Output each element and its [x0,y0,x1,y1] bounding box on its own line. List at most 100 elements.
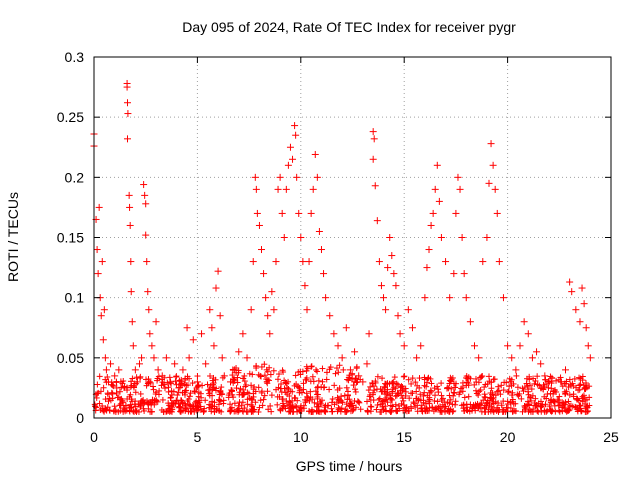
data-point [338,354,346,362]
baseline-point [411,400,418,407]
baseline-point [133,374,140,381]
baseline-point [488,379,495,386]
baseline-point [313,407,320,414]
baseline-point [336,362,343,369]
baseline-point [426,404,433,411]
baseline-point [182,375,189,382]
data-point [216,312,224,320]
baseline-point [334,408,341,415]
baseline-point [241,390,248,397]
baseline-point [507,399,514,406]
baseline-point [463,401,470,408]
y-tick-label: 0.05 [57,350,84,366]
baseline-point [477,404,484,411]
y-tick-label: 0.1 [65,290,85,306]
baseline-point [305,408,312,415]
baseline-point [515,392,522,399]
baseline-point [383,407,390,414]
baseline-point [477,386,484,393]
baseline-point [200,407,207,414]
baseline-point [343,384,350,391]
baseline-point [565,384,572,391]
baseline-point [506,383,513,390]
baseline-point [216,396,223,403]
axis-ticks: 0 5 10 15 20 25 0 0.05 0.1 0.15 0.2 0.25 0.3 [57,49,619,445]
baseline-point [566,376,573,383]
baseline-point [426,396,433,403]
baseline-point [243,381,250,388]
baseline-point [416,375,423,382]
data-point [243,354,251,362]
baseline-point [439,401,446,408]
baseline-point [323,376,330,383]
data-point [272,258,280,266]
baseline-point [566,391,573,398]
data-point [100,306,108,314]
baseline-point [100,384,107,391]
baseline-point [267,402,274,409]
data-point [291,122,299,130]
baseline-point [364,398,371,405]
baseline-point [339,399,346,406]
data-points [90,79,594,404]
baseline-point [154,377,161,384]
baseline-point [555,407,562,414]
data-point [466,318,474,326]
data-point [247,306,255,314]
data-point [380,294,388,302]
baseline-point [522,405,529,412]
baseline-point [249,406,256,413]
x-axis-title: GPS time / hours [296,458,403,474]
baseline-point [312,388,319,395]
baseline-point [292,372,299,379]
data-point [126,221,134,229]
baseline-point [348,371,355,378]
baseline-point [184,401,191,408]
baseline-point [405,376,412,383]
data-point [533,348,541,356]
data-point [578,284,586,292]
baseline-point [390,384,397,391]
baseline-point [217,387,224,394]
data-point [326,312,334,320]
data-point [104,378,112,386]
baseline-point [561,388,568,395]
baseline-point [333,365,340,372]
baseline-point [255,408,262,415]
data-point [309,185,317,193]
data-point [541,372,549,380]
baseline-point [314,393,321,400]
baseline-point [344,396,351,403]
baseline-point [151,397,158,404]
data-point [572,306,580,314]
baseline-point [283,380,290,387]
baseline-point [158,382,165,389]
baseline-point [277,385,284,392]
baseline-point [574,406,581,413]
baseline-point [428,380,435,387]
baseline-point [248,401,255,408]
baseline-point [303,376,310,383]
baseline-point [273,386,280,393]
data-point [102,366,110,374]
data-point [520,318,528,326]
baseline-point [540,381,547,388]
data-point [322,294,330,302]
baseline-point [141,407,148,414]
baseline-point [318,408,325,415]
baseline-point [230,394,237,401]
data-point [388,252,396,260]
baseline-point [152,391,159,398]
data-point [126,203,134,211]
baseline-point [307,378,314,385]
baseline-point [406,395,413,402]
data-point [133,378,141,386]
baseline-point [583,403,590,410]
data-point [528,354,536,362]
baseline-point [475,392,482,399]
baseline-point [309,373,316,380]
baseline-point [279,396,286,403]
baseline-point [367,383,374,390]
x-tick-label: 15 [396,429,412,445]
baseline-point [370,383,377,390]
